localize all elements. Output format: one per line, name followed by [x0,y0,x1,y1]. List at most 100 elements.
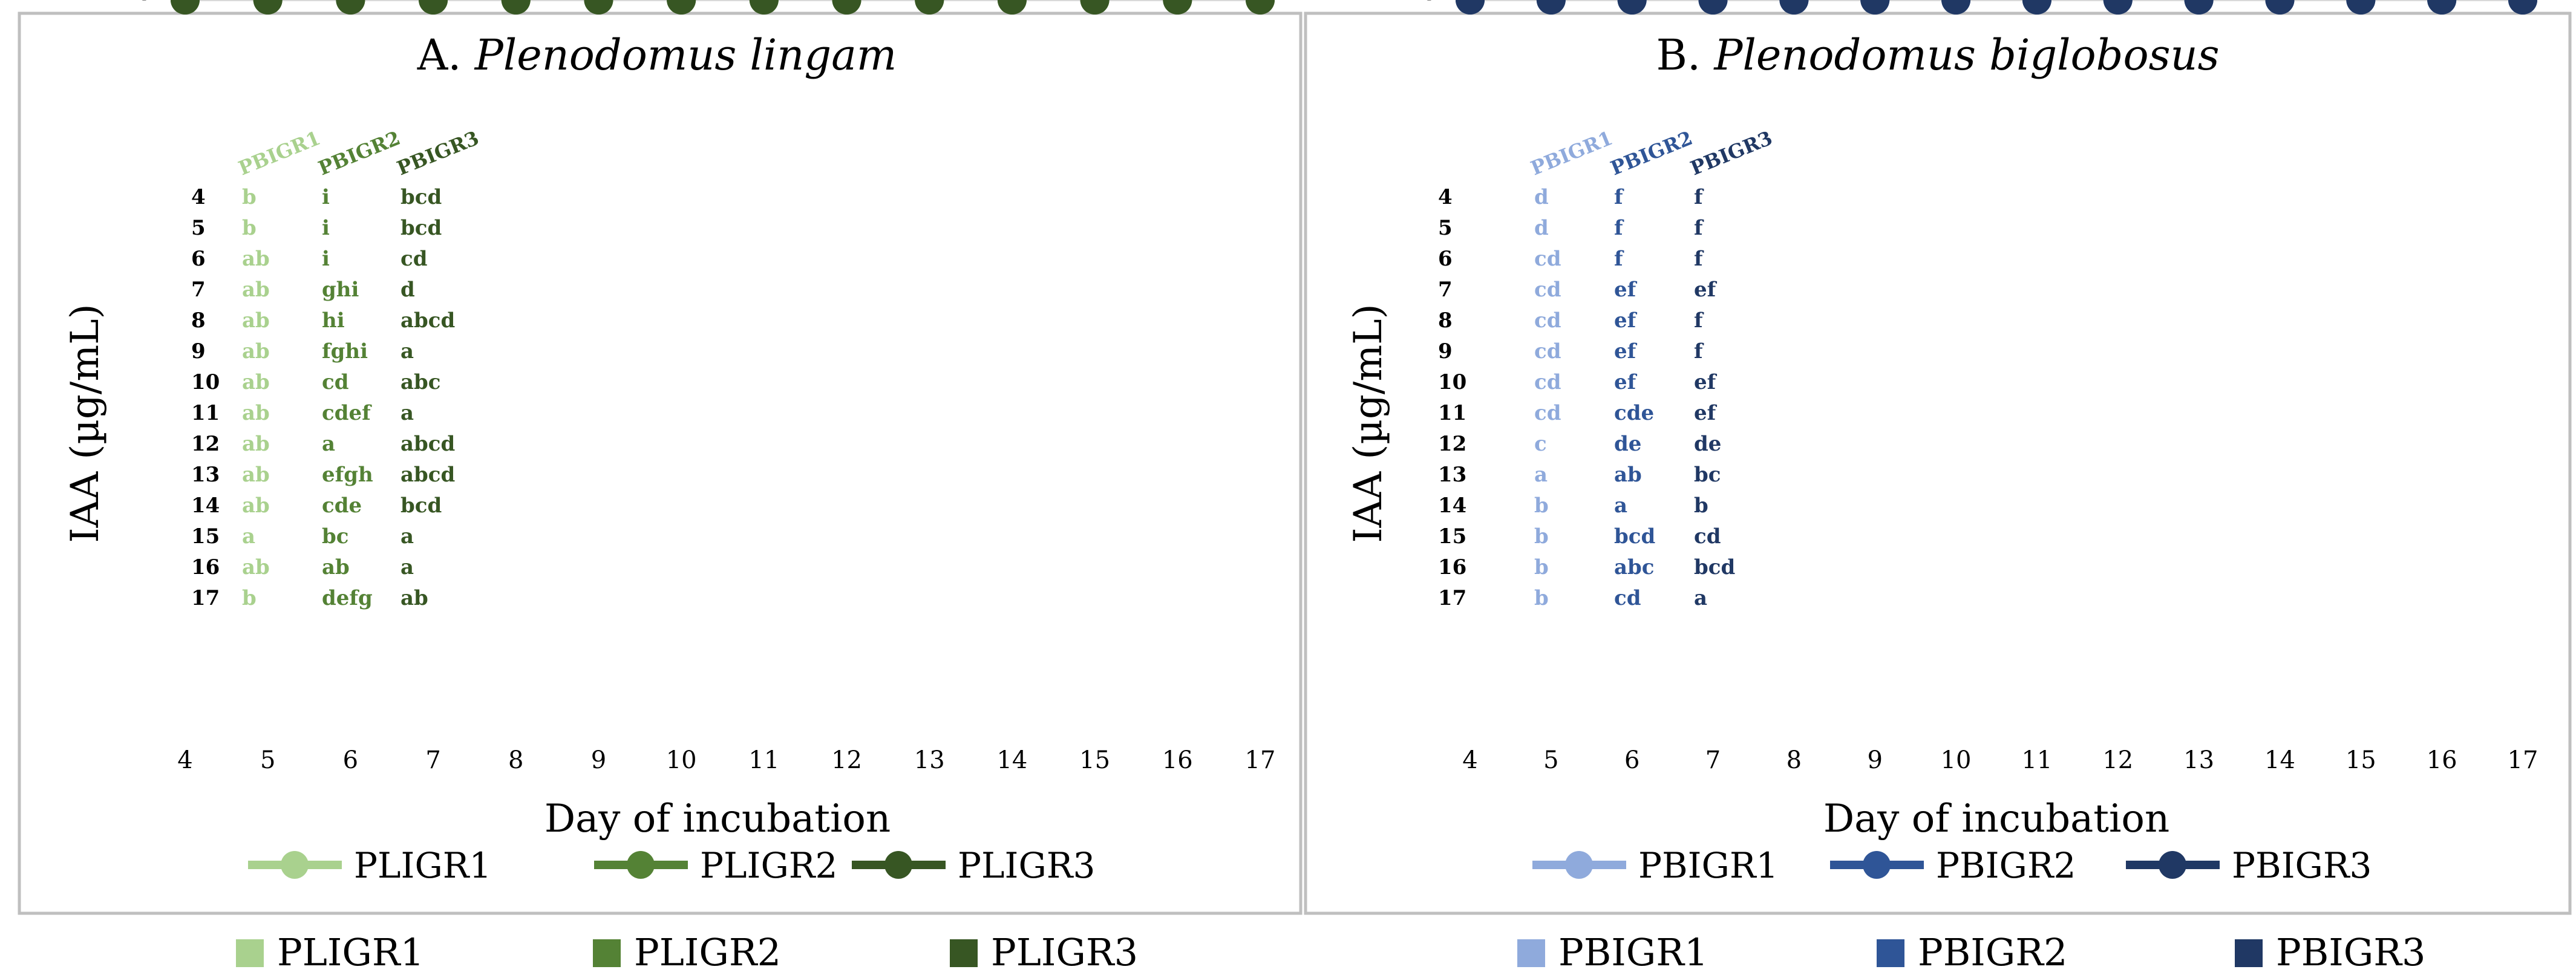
table-letter: cde [1614,401,1654,425]
table-letter: f [1694,216,1704,240]
table-letter: ef [1614,370,1638,394]
table-letter: b [1694,494,1708,518]
table-letter: fghi [322,339,368,363]
table-letter: cd [1614,586,1641,610]
table-letter: cd [1534,308,1561,333]
x-tick-label: 17 [1245,746,1276,774]
y-tick-label: 14 [1406,0,1437,6]
y-tick-label: 2 [137,0,152,6]
table-letter: a [400,555,414,579]
table-letter: b [1534,586,1549,610]
y-tick-label: 10 [1406,0,1437,6]
table-letter: a [322,432,335,456]
panel-a-legend: PLIGR1 PLIGR2 PLIGR3 [248,845,1095,886]
legend-label: PLIGR2 [700,845,837,886]
bottom-legend-label: PLIGR1 [277,930,424,974]
table-letter: abcd [400,463,455,487]
bottom-legend-label: PBIGR3 [2276,930,2425,974]
table-letter: ef [1614,339,1638,363]
legend-label: PBIGR2 [1936,845,2076,886]
table-letter: f [1694,247,1704,271]
table-letter: ef [1614,308,1638,333]
x-tick-label: 12 [2102,746,2133,774]
x-tick-label: 15 [1079,746,1110,774]
table-letter: cd [1534,339,1561,363]
table-letter: abc [1614,555,1655,579]
bottom-legend-label: PLIGR2 [634,930,781,974]
table-letter: b [242,216,257,240]
table-letter: i [322,216,330,240]
data-point-PBIGR3 [1617,0,1647,15]
y-tick-label: 8 [1422,0,1437,6]
table-day: 6 [191,247,206,271]
table-letter: a [242,524,255,549]
table-letter: b [242,185,257,209]
panel-b-frame [1304,11,2572,915]
table-letter: de [1614,432,1641,456]
table-letter: ab [242,278,270,302]
table-letter: f [1614,247,1624,271]
data-point-PLIGR3 [1163,0,1192,15]
legend-label: PBIGR1 [1638,845,1778,886]
panel-a: A. Plenodomus lingam 02468101214 4567891… [63,0,1275,886]
data-point-PLIGR3 [667,0,696,15]
table-letter: ab [400,586,428,610]
data-point-PLIGR3 [997,0,1027,15]
data-point-PBIGR3 [2022,0,2051,15]
y-tick-label: 12 [1406,0,1437,6]
x-tick-label: 9 [1868,746,1883,774]
table-letter: d [1534,216,1549,240]
table-letter: bc [322,524,348,549]
data-point-PLIGR3 [336,0,365,15]
table-letter: ab [242,247,270,271]
table-day: 7 [191,278,206,302]
data-point-PLIGR3 [915,0,944,15]
panel-b-title-prefix: B. [1656,30,1701,80]
table-letter: ab [242,401,270,425]
x-tick-label: 12 [831,746,862,774]
panel-a-title-prefix: A. [417,30,462,80]
panel-b-y-axis-label: IAA (µg/mL) [1346,304,1391,543]
table-letter: abc [400,370,441,394]
table-letter: bcd [400,185,442,209]
table-letter: f [1614,216,1624,240]
legend-marker [2159,851,2186,879]
table-letter: a [400,401,414,425]
table-letter: cd [1534,278,1561,302]
table-letter: ab [242,463,270,487]
table-letter: de [1694,432,1721,456]
table-day: 13 [191,463,220,487]
table-letter: cd [1534,247,1561,271]
table-letter: i [322,185,330,209]
table-day: 5 [191,216,206,240]
table-letter: ab [242,432,270,456]
table-letter: b [1534,524,1549,549]
table-day: 16 [1438,555,1466,579]
y-tick-label: 2 [1422,0,1437,6]
panel-a-frame [18,11,1303,915]
data-point-PBIGR3 [2184,0,2214,15]
data-point-PBIGR3 [1941,0,1971,15]
table-day: 10 [191,370,220,394]
bottom-legend-swatch [593,939,621,967]
table-day: 15 [1438,524,1466,549]
table-day: 8 [191,308,206,333]
y-tick-label: 6 [1422,0,1437,6]
data-point-PBIGR3 [1456,0,1485,15]
table-letter: cd [400,247,427,271]
table-letter: d [1534,185,1549,209]
x-tick-label: 16 [2427,746,2457,774]
panel-a-title: A. Plenodomus lingam [417,30,897,80]
bottom-legend-swatch [1877,939,1904,967]
x-tick-label: 5 [1543,746,1558,774]
panel-a-title-species: Plenodomus lingam [474,30,897,80]
data-point-PBIGR3 [1698,0,1728,15]
table-letter: ab [242,555,270,579]
data-point-PLIGR3 [419,0,448,15]
data-point-PLIGR3 [749,0,779,15]
y-tick-label: 0 [1422,0,1437,6]
table-letter: ef [1614,278,1638,302]
table-letter: cd [1694,524,1721,549]
bottom-legend-swatch [1517,939,1545,967]
